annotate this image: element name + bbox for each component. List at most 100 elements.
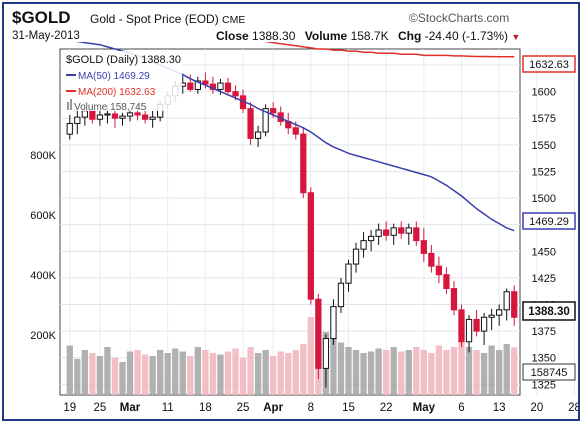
candle-body [420, 240, 427, 254]
x-axis-ticks: 19 25 Mar 11 18 25 Apr 8 15 22 May 6 13 20 28 [63, 402, 578, 414]
volume-bar [413, 347, 420, 395]
close-value: 1388.30 [252, 29, 296, 43]
volume-bar [239, 357, 247, 395]
x-tick-label: 22 [380, 402, 393, 414]
candle-body [375, 229, 382, 237]
candle-body [413, 227, 420, 242]
volume-tick-label: 400K [30, 270, 56, 282]
candlesticks [66, 72, 518, 388]
volume-bar [465, 347, 473, 395]
candle-body [450, 288, 458, 311]
candle-body [300, 133, 307, 194]
x-tick-label: 8 [308, 402, 314, 414]
volume-bar [262, 350, 269, 395]
volume-bar [89, 353, 96, 395]
candle-body [262, 108, 269, 133]
candle-body [104, 113, 111, 116]
volume-bar [503, 344, 510, 395]
x-tick-label: 20 [530, 402, 543, 414]
volume-bar [360, 353, 367, 395]
x-tick-label: May [413, 402, 436, 414]
volume-label: Volume [304, 29, 348, 43]
volume-bar [247, 347, 254, 395]
volume-bars [66, 299, 518, 395]
candle-body [352, 248, 360, 265]
candle-body [224, 82, 232, 93]
volume-bar [149, 356, 156, 395]
x-tick-label: 19 [63, 402, 76, 414]
y-tick-label: 1525 [532, 166, 556, 178]
volume-bar [398, 351, 405, 395]
candle-body [307, 192, 314, 300]
candle-body [247, 108, 254, 139]
y-tick-label: 1350 [532, 353, 556, 365]
candle-body [194, 80, 201, 90]
candle-body [66, 123, 73, 135]
volume-bar [390, 347, 397, 395]
volume-bar [352, 350, 360, 395]
candle-body [217, 82, 224, 90]
candle-body [488, 314, 495, 318]
candle-body [337, 282, 345, 308]
volume-bar [458, 342, 465, 395]
x-tick-label: Mar [120, 402, 141, 414]
candle-body [398, 227, 405, 234]
candle-body [511, 291, 518, 318]
volume-bar [496, 350, 503, 395]
volume-bar [179, 351, 186, 395]
chg-label: Chg [397, 29, 422, 43]
candle-body [322, 338, 330, 369]
volume-bar [443, 350, 450, 395]
close-label: Close [216, 29, 249, 43]
volume-bar [270, 356, 277, 395]
legend-ma200: MA(200) 1632.63 [78, 87, 156, 98]
volume-bar [300, 344, 307, 395]
x-tick-label: 6 [458, 402, 464, 414]
x-tick-label: 11 [162, 402, 174, 414]
volume-axis-ticks: 200K 400K 600K 800K [30, 150, 56, 342]
quote-summary: Close 1388.30 Volume 158.7K Chg -24.40 (… [216, 29, 520, 43]
volume-bar [209, 353, 217, 395]
volume-bar [285, 353, 292, 395]
description-text: Gold - Spot Price (EOD) [90, 12, 219, 26]
candle-body [315, 298, 322, 369]
chg-value: -24.40 (-1.73%) [424, 29, 508, 43]
ma200-badge: 1632.63 [522, 55, 576, 73]
candle-body [149, 116, 156, 120]
x-tick-label: 18 [199, 402, 212, 414]
candle-body [383, 229, 390, 236]
ma200-line [263, 42, 515, 58]
y-tick-label: 1325 [532, 379, 556, 391]
volume-bar [81, 350, 88, 395]
candle-body [111, 113, 119, 119]
candle-body [232, 91, 239, 97]
candle-body [405, 227, 412, 234]
x-tick-label: 25 [237, 402, 250, 414]
candle-body [473, 318, 480, 332]
volume-bar [435, 345, 443, 395]
candle-body [134, 112, 141, 116]
volume-bar [330, 338, 337, 395]
candle-body [254, 131, 262, 139]
candle-body [292, 127, 299, 135]
symbol-description: Gold - Spot Price (EOD) CME [90, 12, 245, 26]
volume-bar [217, 354, 224, 395]
volume-bar [119, 362, 126, 395]
x-tick-label: 25 [94, 402, 107, 414]
volume-bar [345, 347, 352, 395]
volume-bar [420, 350, 427, 395]
volume-bar [232, 348, 239, 395]
y-tick-label: 1450 [532, 246, 556, 258]
volume-tick-label: 600K [30, 210, 56, 222]
volume-bar [111, 357, 119, 395]
volume-bar [337, 342, 345, 395]
volume-bar [187, 356, 194, 395]
volume-bar [292, 350, 299, 395]
y-tick-label: 1600 [532, 87, 556, 99]
volume-bar [488, 345, 495, 395]
candle-body [496, 309, 503, 316]
legend-price: $GOLD (Daily) 1388.30 [66, 54, 181, 66]
candle-body [330, 306, 337, 340]
volume-tick-label: 800K [30, 150, 56, 162]
